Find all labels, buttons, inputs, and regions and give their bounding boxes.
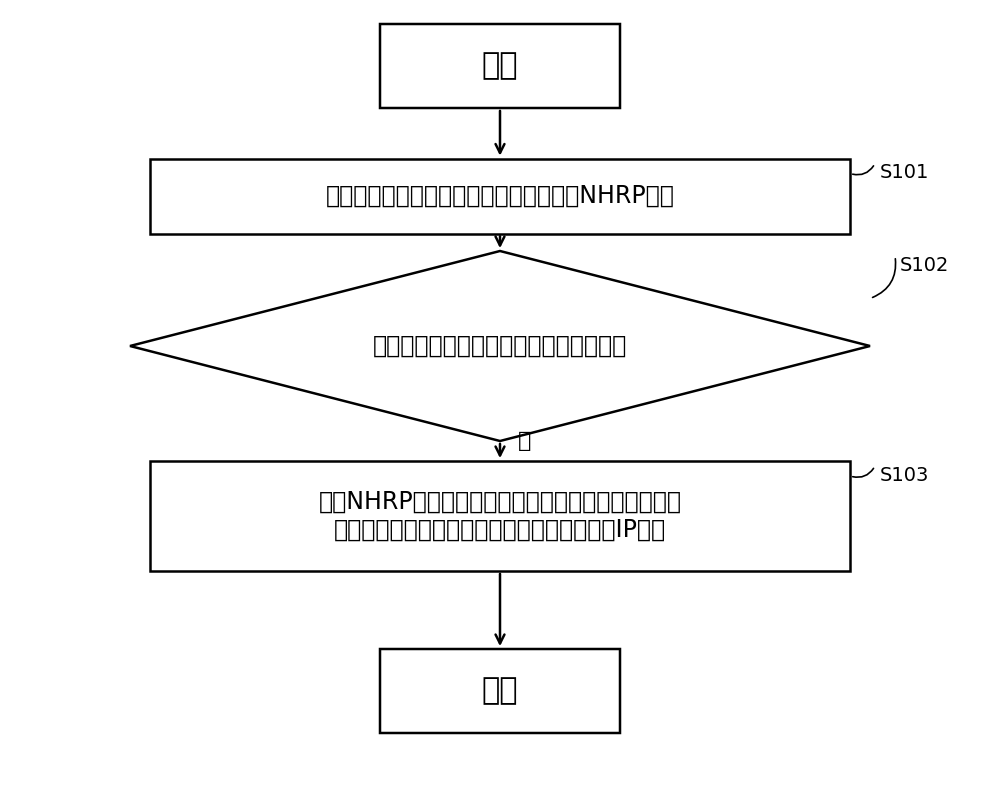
Text: 是: 是	[518, 431, 531, 451]
Bar	[150, 159, 850, 233]
Text: 基于NHRP报文确定与目标设备建立隧道的第一公网地
址；其中，第一公网地址为中心端设备的公网IP地址: 基于NHRP报文确定与目标设备建立隧道的第一公网地 址；其中，第一公网地址为中心…	[318, 490, 682, 542]
FancyBboxPatch shape	[380, 24, 620, 108]
Text: S101: S101	[880, 163, 929, 182]
Bar	[150, 461, 850, 571]
Polygon shape	[130, 251, 870, 441]
Text: 结束: 结束	[482, 677, 518, 706]
Text: S103: S103	[880, 466, 929, 485]
Text: 判断本地接口是否为建立隧道的合法接口: 判断本地接口是否为建立隧道的合法接口	[373, 334, 627, 358]
Text: 从本地接口接收表征用于请求建立隧道的NHRP报文: 从本地接口接收表征用于请求建立隧道的NHRP报文	[326, 184, 674, 208]
Text: 开始: 开始	[482, 52, 518, 80]
Text: S102: S102	[900, 256, 949, 275]
FancyBboxPatch shape	[380, 649, 620, 733]
